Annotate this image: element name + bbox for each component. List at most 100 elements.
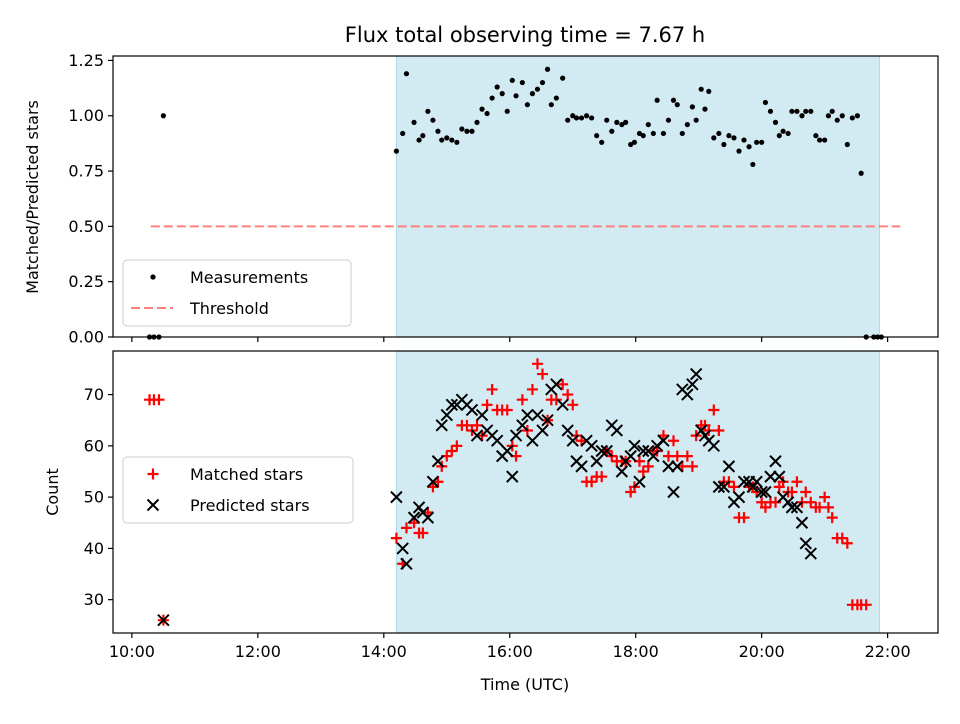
point-predicted [465,403,479,417]
point-matched [708,404,720,416]
point-matched [791,476,803,488]
point-measurement [731,135,737,141]
point-predicted [610,424,624,437]
point-matched [836,532,848,544]
point-predicted [681,388,694,401]
point-predicted [590,455,603,468]
point-matched [461,419,473,431]
point-predicted [657,434,670,447]
point-measurement [780,128,786,134]
point-predicted [501,444,514,458]
point-matched [400,522,412,534]
point-measurement [670,97,677,103]
point-matched [822,501,834,513]
point-matched [738,512,750,524]
point-predicted [628,439,641,453]
point-predicted [686,378,699,391]
point-measurement [839,113,845,119]
legend-swatch [147,468,159,480]
point-measurement [650,130,656,137]
point-measurement [706,88,712,95]
point-measurement [160,113,166,119]
point-predicted [157,613,170,627]
point-matched [567,399,579,411]
point-measurement [411,119,417,125]
point-measurement [772,119,779,125]
x-tick-label: 12:00 [235,642,281,661]
y-tick-label: 0.25 [68,272,104,291]
point-measurement [829,108,835,114]
point-measurement [425,108,431,114]
point-measurement [628,141,634,148]
point-matched [451,440,463,452]
point-measurement [583,113,590,119]
point-measurement [785,130,791,137]
point-predicted [407,511,421,524]
y-tick-label: 1.00 [68,106,104,125]
legend-label: Predicted stars [190,496,310,515]
point-predicted [506,470,519,483]
point-measurement [560,75,566,81]
point-matched [390,532,402,544]
point-predicted [759,485,772,499]
point-measurement [803,108,809,114]
legend-box [122,259,352,327]
point-measurement [403,71,410,77]
point-predicted [396,542,409,555]
point-matched [486,383,498,395]
legend-label: Matched stars [190,465,303,484]
point-matched [671,450,683,462]
xlabel: Time (UTC) [480,675,569,694]
legend-swatch [150,274,156,280]
point-measurement [654,97,660,103]
point-measurement [854,113,860,119]
point-measurement [578,115,585,121]
point-measurement [416,137,422,143]
point-measurement [741,137,747,143]
point-measurement [640,133,646,139]
point-measurement [553,95,559,101]
y-tick-label: 0.75 [68,162,104,181]
point-measurement [698,86,704,92]
point-measurement [548,102,554,108]
point-predicted [773,470,786,483]
point-predicted [764,470,777,483]
point-predicted [689,367,703,381]
point-predicted [732,490,746,504]
point-measurement [789,108,795,114]
ylabel-count: Count [43,468,62,516]
point-predicted [595,444,608,458]
point-measurement [519,79,525,86]
point-predicted [440,408,453,422]
point-matched [526,383,538,395]
point-measurement [534,86,541,92]
legend-box [122,456,354,524]
point-measurement [736,148,742,154]
point-matched [657,430,669,442]
ylabel-ratio: Matched/Predicted stars [23,100,42,294]
point-matched [728,481,740,493]
point-predicted [624,449,637,463]
y-tick-label: 0.50 [68,217,104,236]
observing-span [395,55,880,338]
point-predicted [667,485,680,499]
point-matched [557,378,569,390]
point-matched [642,460,654,472]
panel-ratio: 0.00 0.25 0.50 0.75 1.00 1.25 Measurements Thre… [68,51,939,347]
x-tick-label: 14:00 [361,642,407,661]
point-predicted [561,424,574,437]
legend-swatch [146,498,160,512]
point-measurement [631,139,638,145]
point-measurement [504,108,510,114]
legend-label: Threshold [189,299,269,318]
point-predicted [804,547,817,560]
point-measurement [539,79,546,86]
point-measurement [645,121,651,128]
point-measurement [565,117,571,123]
point-matched [800,486,812,498]
point-measurement [464,128,470,134]
legend-label: Measurements [190,268,308,287]
point-predicted [712,480,726,494]
point-predicted [390,490,403,504]
